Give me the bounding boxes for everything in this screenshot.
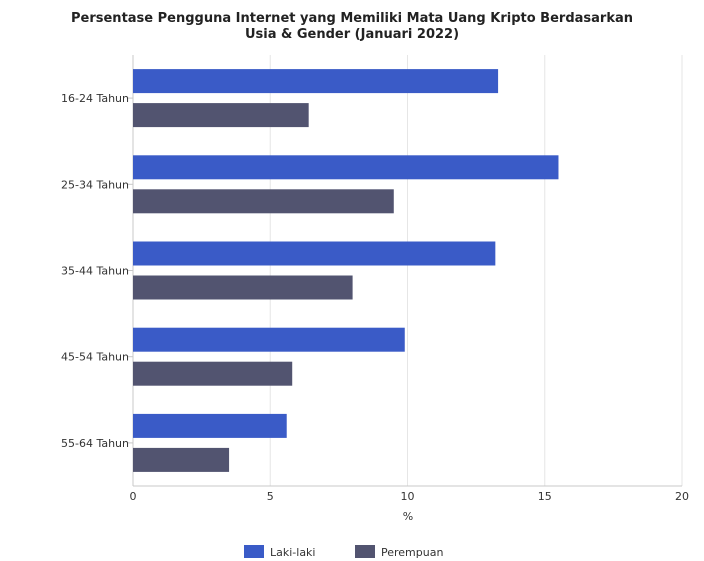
- bar-laki-laki-1: [133, 69, 499, 94]
- legend: Laki-laki Perempuan: [244, 545, 443, 559]
- legend-label: Perempuan: [381, 546, 443, 559]
- x-tick-label: 5: [267, 490, 274, 503]
- x-tick-label: 10: [401, 490, 415, 503]
- y-axis-ticks: 16-24 Tahun 25-34 Tahun 35-44 Tahun 45-54 T…: [61, 92, 133, 450]
- legend-swatch: [244, 545, 264, 558]
- bar-perempuan-2: [133, 189, 394, 214]
- bar-laki-laki-5: [133, 413, 287, 438]
- bar-laki-laki-3: [133, 241, 496, 266]
- y-tick-label: 25-34 Tahun: [61, 178, 129, 191]
- y-tick-label: 35-44 Tahun: [61, 265, 129, 278]
- y-tick-label: 55-64 Tahun: [61, 437, 129, 450]
- bar-perempuan-1: [133, 103, 309, 128]
- bar-perempuan-4: [133, 361, 293, 386]
- bar-perempuan-5: [133, 447, 230, 472]
- y-tick-label: 45-54 Tahun: [61, 351, 129, 364]
- x-tick-label: 0: [130, 490, 137, 503]
- x-axis-label: %: [403, 510, 413, 523]
- legend-label: Laki-laki: [270, 546, 316, 559]
- y-tick-label: 16-24 Tahun: [61, 92, 129, 105]
- x-tick-label: 20: [675, 490, 689, 503]
- bar-perempuan-3: [133, 275, 353, 300]
- x-axis-ticks: 0 5 10 15 20: [130, 490, 690, 503]
- chart-title-line-1: Persentase Pengguna Internet yang Memili…: [71, 11, 633, 26]
- bar-laki-laki-4: [133, 327, 405, 352]
- legend-swatch: [355, 545, 375, 558]
- bar-laki-laki-2: [133, 155, 559, 180]
- chart-title-line-2: Usia & Gender (Januari 2022): [245, 27, 459, 42]
- x-tick-label: 15: [538, 490, 552, 503]
- bars: [133, 69, 559, 472]
